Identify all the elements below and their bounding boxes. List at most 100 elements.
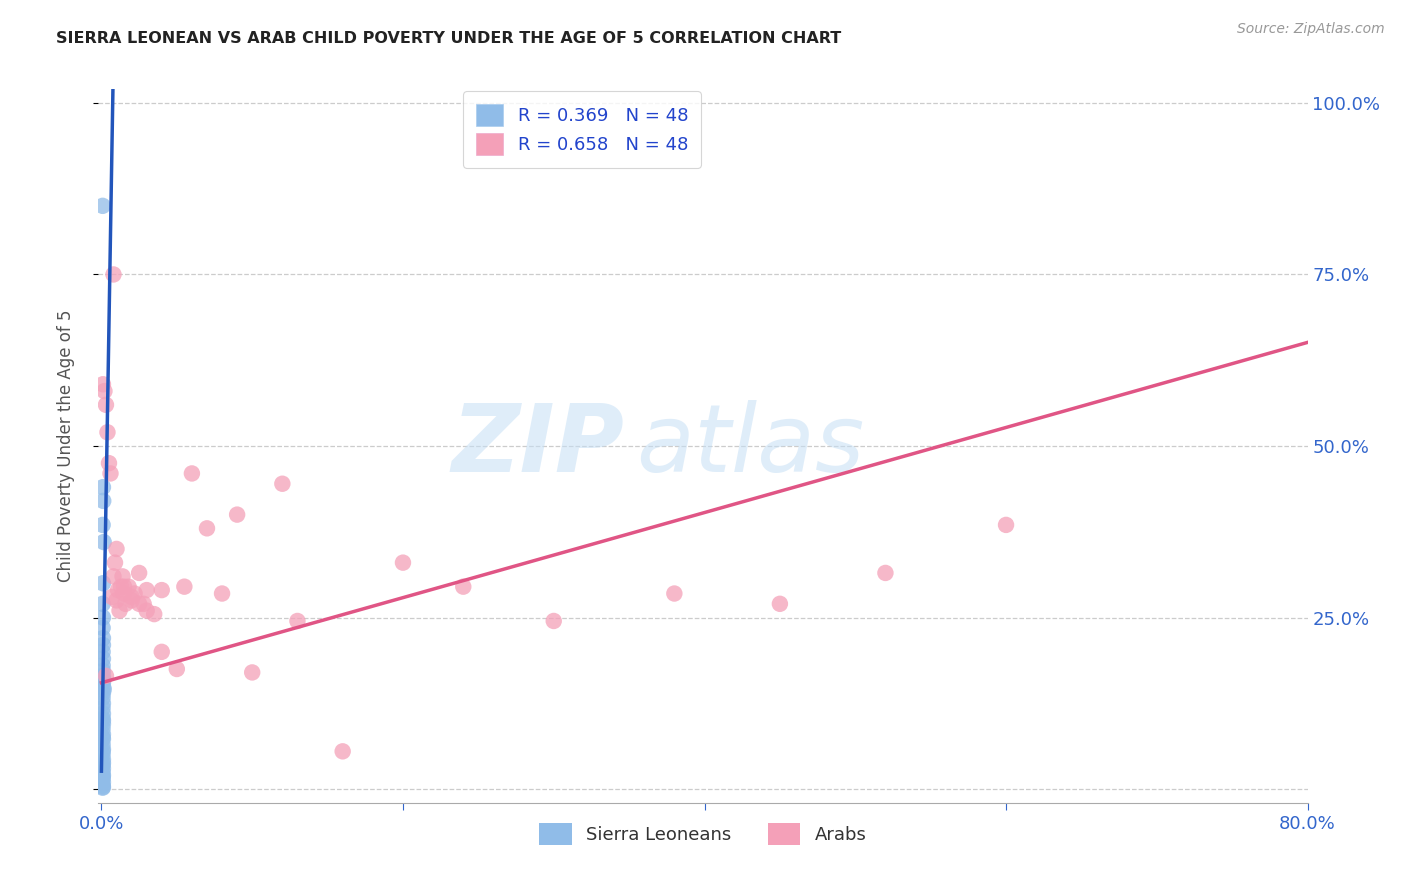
Point	[93, 384, 115, 398]
Point	[91, 762, 114, 776]
Point	[91, 494, 114, 508]
Point	[91, 727, 114, 741]
Point	[332, 744, 354, 758]
Point	[91, 717, 114, 731]
Point	[91, 753, 114, 767]
Point	[98, 456, 121, 470]
Point	[91, 744, 114, 758]
Point	[91, 664, 114, 678]
Point	[91, 651, 114, 665]
Point	[91, 731, 114, 746]
Point	[114, 597, 136, 611]
Point	[91, 690, 114, 705]
Point	[91, 775, 114, 789]
Point	[91, 768, 114, 782]
Point	[143, 607, 166, 621]
Point	[91, 675, 114, 690]
Point	[111, 569, 134, 583]
Point	[101, 590, 124, 604]
Point	[180, 467, 202, 481]
Point	[91, 645, 114, 659]
Point	[96, 425, 118, 440]
Point	[91, 377, 114, 392]
Point	[91, 711, 114, 725]
Point	[91, 576, 114, 591]
Point	[104, 556, 127, 570]
Point	[103, 569, 125, 583]
Point	[91, 681, 114, 695]
Point	[93, 682, 115, 697]
Point	[121, 593, 143, 607]
Point	[91, 738, 114, 752]
Point	[91, 696, 114, 710]
Point	[121, 590, 143, 604]
Text: ZIP: ZIP	[451, 400, 624, 492]
Point	[107, 583, 129, 598]
Point	[91, 199, 114, 213]
Point	[91, 706, 114, 721]
Point	[91, 517, 114, 532]
Point	[875, 566, 897, 580]
Point	[91, 701, 114, 715]
Point	[91, 764, 114, 779]
Point	[128, 597, 150, 611]
Point	[112, 586, 135, 600]
Point	[271, 476, 294, 491]
Text: SIERRA LEONEAN VS ARAB CHILD POVERTY UNDER THE AGE OF 5 CORRELATION CHART: SIERRA LEONEAN VS ARAB CHILD POVERTY UND…	[56, 31, 841, 46]
Point	[110, 580, 132, 594]
Point	[91, 780, 114, 794]
Point	[91, 758, 114, 772]
Point	[543, 614, 565, 628]
Point	[124, 586, 146, 600]
Legend: Sierra Leoneans, Arabs: Sierra Leoneans, Arabs	[530, 814, 876, 855]
Point	[94, 398, 117, 412]
Point	[91, 621, 114, 635]
Point	[769, 597, 792, 611]
Point	[91, 669, 114, 683]
Point	[91, 610, 114, 624]
Point	[112, 580, 135, 594]
Point	[392, 556, 415, 570]
Point	[93, 535, 115, 549]
Point	[128, 566, 150, 580]
Point	[103, 268, 125, 282]
Point	[195, 521, 218, 535]
Point	[117, 580, 139, 594]
Point	[105, 541, 128, 556]
Point	[150, 645, 173, 659]
Point	[91, 756, 114, 770]
Point	[287, 614, 309, 628]
Point	[211, 586, 233, 600]
Point	[453, 580, 475, 594]
Point	[91, 772, 114, 786]
Point	[132, 597, 155, 611]
Point	[91, 722, 114, 736]
Point	[135, 583, 157, 598]
Text: Source: ZipAtlas.com: Source: ZipAtlas.com	[1237, 22, 1385, 37]
Point	[240, 665, 263, 680]
Point	[135, 604, 157, 618]
Y-axis label: Child Poverty Under the Age of 5: Child Poverty Under the Age of 5	[56, 310, 75, 582]
Point	[166, 662, 188, 676]
Point	[100, 467, 122, 481]
Point	[91, 631, 114, 645]
Point	[150, 583, 173, 598]
Point	[94, 669, 117, 683]
Point	[108, 604, 131, 618]
Text: atlas: atlas	[637, 401, 865, 491]
Point	[91, 597, 114, 611]
Point	[226, 508, 249, 522]
Point	[91, 714, 114, 728]
Point	[91, 780, 114, 795]
Point	[91, 731, 114, 745]
Point	[91, 658, 114, 673]
Point	[91, 779, 114, 793]
Point	[664, 586, 686, 600]
Point	[91, 673, 114, 687]
Point	[91, 747, 114, 762]
Point	[91, 742, 114, 756]
Point	[91, 638, 114, 652]
Point	[173, 580, 195, 594]
Point	[91, 770, 114, 784]
Point	[91, 686, 114, 700]
